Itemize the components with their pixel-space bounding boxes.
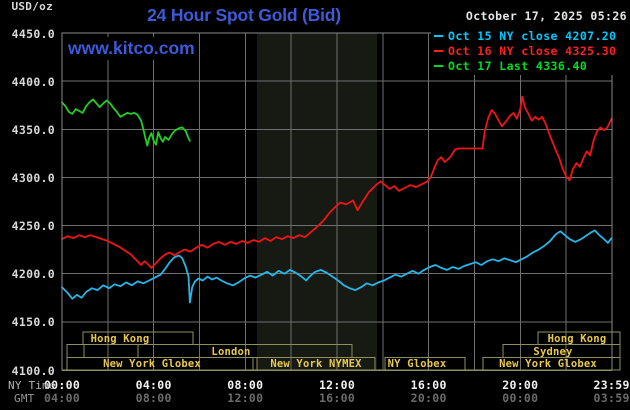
x-tick-label-ny: 12:00 xyxy=(318,378,356,392)
series-line-oct15 xyxy=(61,229,613,304)
legend: Oct 15 NY close 4207.20 Oct 16 NY close 4… xyxy=(431,26,620,75)
session-box xyxy=(83,344,139,358)
x-axis-row-label-ny-time: NY Time xyxy=(8,379,56,392)
x-tick-label-gmt: 20:00 xyxy=(410,391,447,405)
session-label: Sydney xyxy=(533,345,573,358)
legend-entry-text: Oct 15 NY close 4207.20 xyxy=(448,28,617,43)
y-tick-label: 4400.0 xyxy=(11,74,55,89)
x-tick-label-gmt: 04:00 xyxy=(43,391,81,405)
session-label: Hong Kong xyxy=(547,333,607,345)
legend-entry-text: Oct 17 Last 4336.40 xyxy=(448,58,588,73)
y-tick-label: 4450.0 xyxy=(11,26,55,41)
x-tick-label-gmt: 16:00 xyxy=(318,391,356,405)
x-tick-label-gmt: 00:00 xyxy=(502,391,539,405)
session-label: NY Globex xyxy=(387,358,447,371)
y-tick-label: 4200.0 xyxy=(11,267,55,282)
series-line-oct17 xyxy=(61,98,191,147)
x-tick-label-ny: 20:00 xyxy=(502,378,539,392)
y-tick-label: 4100.0 xyxy=(11,363,55,378)
legend-row: Oct 15 NY close 4207.20 xyxy=(434,28,616,43)
session-label: New York Globex xyxy=(103,358,201,371)
x-tick-label-ny: 04:00 xyxy=(135,378,172,392)
y-tick-label: 4250.0 xyxy=(11,219,55,234)
y-tick-label: 4300.0 xyxy=(11,170,55,185)
x-tick-label-ny: 16:00 xyxy=(410,378,447,392)
nymex-session-band xyxy=(257,33,377,370)
session-label: New York NYMEX xyxy=(270,358,362,371)
page-title: 24 Hour Spot Gold (Bid) xyxy=(147,5,341,25)
session-box xyxy=(66,344,85,358)
kitco-watermark-link[interactable]: www.kitco.com xyxy=(64,37,199,60)
y-tick-label: 4350.0 xyxy=(11,122,55,137)
x-tick-label-gmt: 12:00 xyxy=(227,391,264,405)
y-tick-label: 4150.0 xyxy=(11,315,55,330)
x-tick-label-ny: 00:00 xyxy=(43,378,81,392)
session-label: Hong Kong xyxy=(90,333,150,345)
session-label: New York Globex xyxy=(499,358,597,371)
legend-row: Oct 17 Last 4336.40 xyxy=(434,58,616,73)
x-tick-label-gmt: 03:59 xyxy=(593,391,630,405)
session-label: London xyxy=(211,345,251,358)
x-axis-row-label-gmt: GMT xyxy=(14,392,35,405)
y-axis-units-label: USD/oz xyxy=(11,0,53,13)
legend-dash-swatch xyxy=(434,64,443,67)
series-line-oct16 xyxy=(61,95,613,269)
x-tick-label-ny: 08:00 xyxy=(227,378,264,392)
legend-row: Oct 16 NY close 4325.30 xyxy=(434,43,616,58)
legend-dash-swatch xyxy=(434,34,443,37)
legend-entry-text: Oct 16 NY close 4325.30 xyxy=(448,43,617,58)
x-tick-label-gmt: 08:00 xyxy=(135,391,172,405)
legend-dash-swatch xyxy=(434,49,443,52)
chart-datetime: October 17, 2025 05:26 xyxy=(465,9,627,23)
x-tick-label-ny: 23:59 xyxy=(593,378,630,392)
